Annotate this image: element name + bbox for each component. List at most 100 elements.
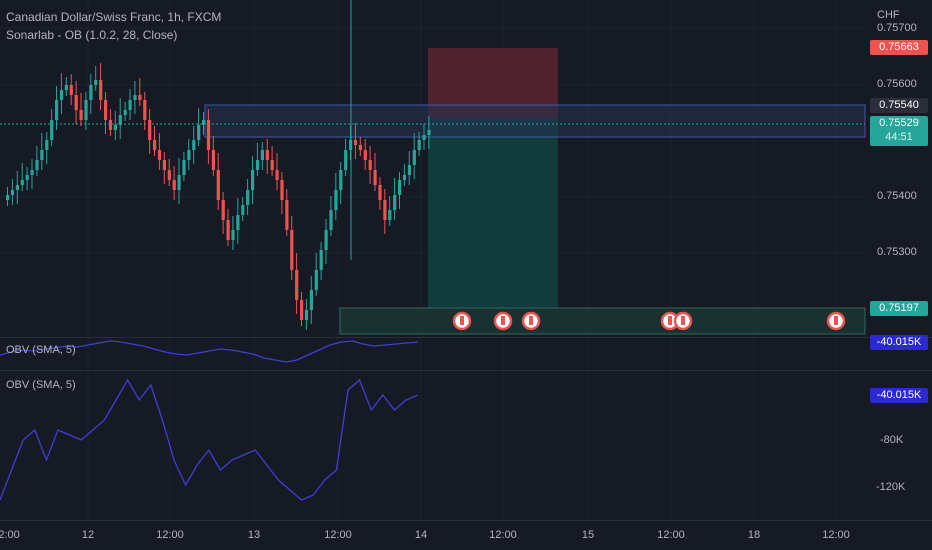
candlestick-series[interactable] — [6, 63, 431, 330]
candle-body — [216, 170, 220, 200]
time-tick: 14 — [414, 529, 428, 541]
pane-separator[interactable] — [0, 370, 932, 371]
candle-body — [344, 150, 348, 170]
candle-body — [329, 210, 333, 230]
candle-body — [373, 170, 377, 185]
candle-body — [314, 270, 318, 290]
candle-body — [275, 170, 279, 180]
obv-tick: -80K — [880, 434, 904, 446]
time-tick: 12:00 — [0, 529, 20, 541]
candle-body — [241, 205, 245, 215]
time-tick: 12:00 — [822, 529, 850, 541]
candle-body — [128, 100, 132, 110]
order-block-upper[interactable] — [204, 104, 866, 138]
candle-body — [123, 110, 127, 115]
take-profit-zone[interactable] — [428, 118, 558, 308]
candle-body — [187, 150, 191, 160]
candle-body — [270, 160, 274, 170]
price-tick: 0.75300 — [877, 246, 917, 258]
candle-body — [99, 80, 103, 100]
candle-body — [162, 160, 166, 170]
candle-body — [10, 190, 15, 195]
obv-value-tag-bottom: -40.015K — [870, 388, 928, 403]
candle-body — [407, 165, 411, 175]
candle-body — [40, 150, 44, 160]
flag-icon[interactable] — [521, 311, 541, 331]
obv-line-top — [0, 340, 419, 363]
candle-body — [324, 230, 328, 250]
candle-body — [50, 120, 54, 140]
candle-body — [202, 120, 206, 125]
target-price-tag: 0.75197 — [870, 301, 928, 316]
candle-body — [64, 85, 68, 90]
candle-body — [417, 140, 421, 150]
candle-body — [255, 160, 260, 170]
candle-body — [138, 95, 142, 100]
candle-body — [280, 180, 284, 200]
candle-body — [25, 175, 29, 180]
candle-body — [59, 90, 64, 100]
candle-body — [192, 140, 196, 150]
obv-line-bottom — [0, 378, 418, 501]
flag-icon[interactable] — [452, 311, 472, 331]
obv-legend-bottom[interactable]: OBV (SMA, 5) — [6, 379, 76, 391]
time-tick: 12 — [81, 529, 95, 541]
candle-body — [295, 270, 299, 300]
order-block-lower[interactable] — [339, 307, 866, 335]
candle-body — [143, 100, 147, 120]
last-price-value: 0.75529 — [879, 117, 919, 129]
candle-body — [84, 100, 88, 120]
pane-separator[interactable] — [0, 337, 932, 338]
candle-body — [94, 80, 98, 85]
candle-body — [290, 230, 294, 270]
candle-body — [35, 160, 39, 170]
candle-body — [30, 170, 34, 175]
obv-tick: -120K — [876, 481, 906, 493]
indicator-legend[interactable]: Sonarlab - OB (1.0.2, 28, Close) — [6, 28, 178, 42]
candle-body — [236, 215, 240, 230]
symbol-title[interactable]: Canadian Dollar/Swiss Franc, 1h, FXCM — [6, 10, 222, 24]
flag-icon[interactable] — [493, 311, 513, 331]
candle-body — [285, 200, 289, 230]
time-tick: 15 — [581, 529, 595, 541]
candle-body — [383, 200, 387, 220]
time-tick: 12:00 — [657, 529, 685, 541]
candle-body — [402, 175, 407, 180]
flag-icon[interactable] — [673, 311, 693, 331]
candle-body — [113, 125, 117, 130]
candle-body — [79, 110, 83, 120]
candle-body — [378, 185, 382, 200]
candle-body — [393, 195, 397, 210]
pane-separator — [0, 520, 932, 521]
time-tick: 12:00 — [156, 529, 184, 541]
candle-body — [133, 95, 137, 100]
bar-countdown: 44:51 — [885, 131, 913, 143]
obv-legend-top[interactable]: OBV (SMA, 5) — [6, 344, 76, 356]
candle-body — [108, 120, 113, 130]
event-markers[interactable] — [452, 311, 846, 331]
price-tick: 0.75600 — [877, 78, 917, 90]
candle-body — [221, 200, 225, 220]
candle-body — [339, 170, 343, 190]
candle-body — [304, 310, 309, 320]
flag-icon[interactable] — [826, 311, 846, 331]
candle-body — [172, 180, 176, 190]
candle-body — [104, 100, 108, 120]
candle-body — [182, 160, 186, 175]
candle-body — [211, 150, 215, 170]
candle-body — [167, 170, 171, 180]
candle-body — [157, 150, 162, 160]
obv-value-tag-top: -40.015K — [870, 335, 928, 350]
candle-body — [153, 140, 157, 150]
price-tick: 0.75700 — [877, 22, 917, 34]
candle-body — [246, 190, 250, 205]
candle-body — [265, 150, 269, 160]
candle-body — [69, 85, 73, 95]
candle-body — [206, 120, 211, 150]
candle-body — [74, 95, 78, 110]
time-tick: 18 — [747, 529, 761, 541]
time-tick: 12:00 — [324, 529, 352, 541]
candle-body — [260, 150, 264, 160]
candle-body — [20, 180, 24, 185]
